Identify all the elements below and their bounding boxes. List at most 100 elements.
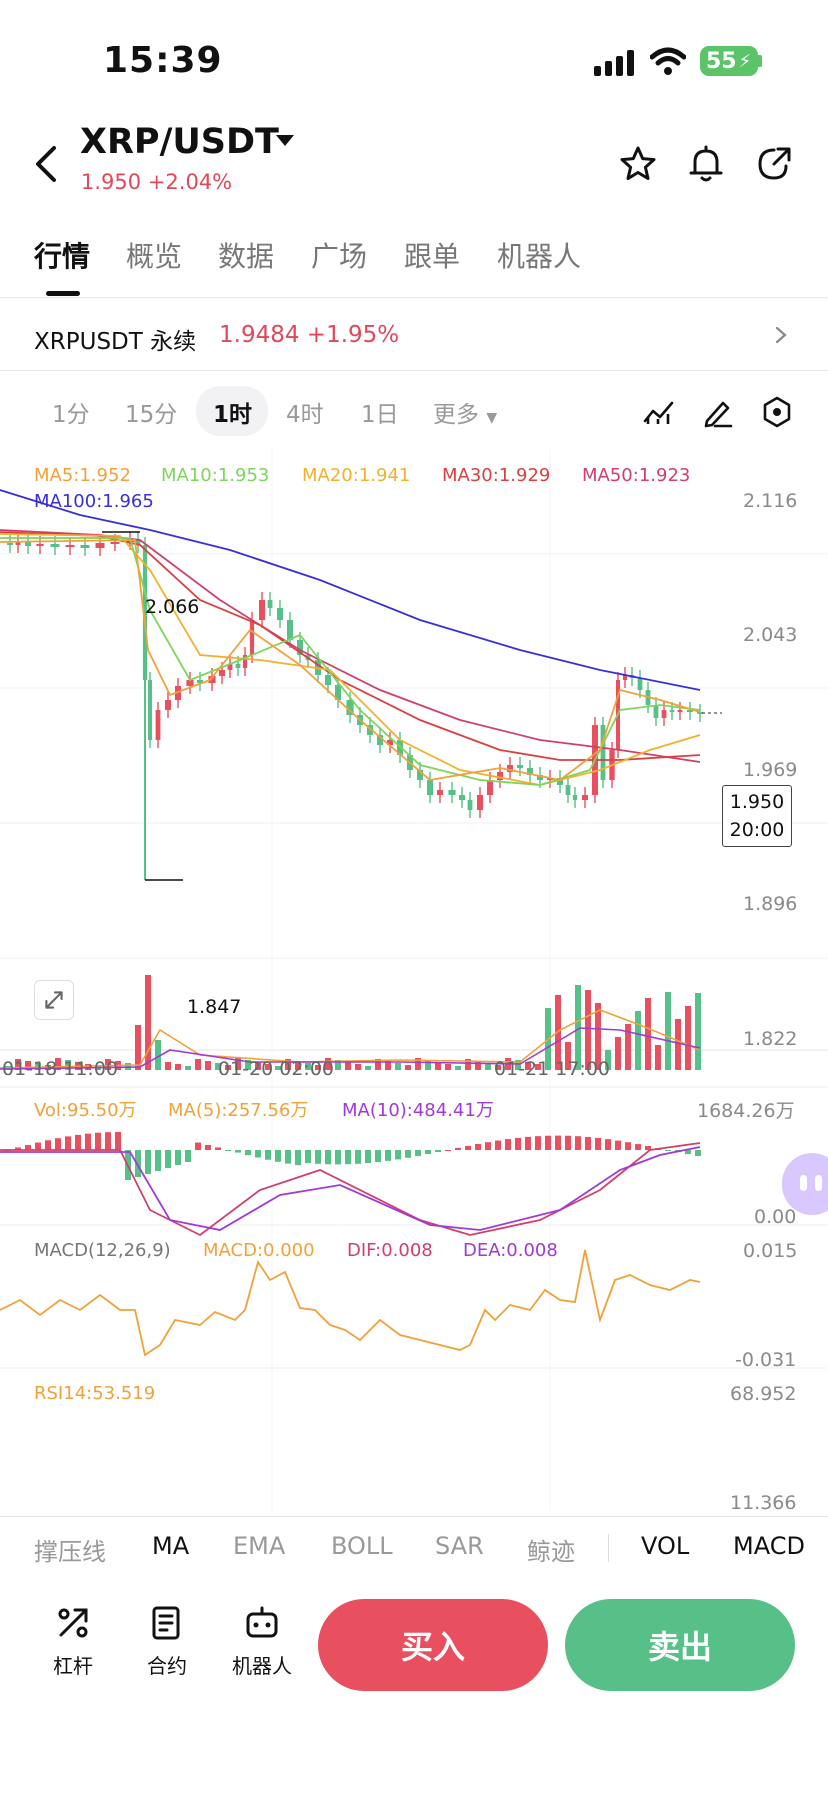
macd-bar (305, 1150, 311, 1164)
volume-bar (55, 1058, 61, 1070)
buy-button[interactable]: 买入 (318, 1599, 548, 1691)
candle-body (175, 686, 181, 700)
candle-body (219, 670, 225, 676)
macd-bar (215, 1147, 221, 1150)
main-tabs: 行情 概览 数据 广场 跟单 机器人 (0, 235, 828, 295)
indicator-boll[interactable]: BOLL (331, 1532, 393, 1560)
price-axis-label: 1.896 (743, 893, 798, 915)
perpetual-change: +1.95% (306, 322, 400, 348)
candle-body (165, 700, 171, 710)
expand-icon[interactable] (34, 980, 74, 1020)
volume-bar (415, 1058, 421, 1070)
interval-more[interactable]: 更多 ▼ (433, 395, 497, 429)
volume-bar (425, 1060, 431, 1070)
high-price-label: 2.066 (145, 596, 200, 618)
pair-dropdown-icon[interactable] (276, 135, 294, 146)
settings-hexagon-icon[interactable] (760, 395, 794, 429)
perpetual-price: 1.9484 (219, 322, 300, 348)
rsi-max-label: 68.952 (730, 1383, 797, 1405)
volume-bar (175, 1064, 181, 1070)
volume-bar (465, 1059, 471, 1070)
macd-bar (295, 1150, 301, 1166)
candle-body (517, 765, 523, 768)
macd-bar (525, 1136, 531, 1150)
macd-bar (545, 1135, 551, 1150)
macd-dea-line (0, 1146, 701, 1231)
candle-body (677, 710, 683, 712)
leverage-label[interactable]: 杠杆 (53, 1654, 93, 1678)
pair-price: 1.950 (81, 170, 142, 194)
macd-bar (35, 1142, 41, 1150)
macd-bar (325, 1150, 331, 1165)
pair-title[interactable]: XRP/USDT (80, 122, 279, 162)
contract-icon[interactable] (149, 1605, 185, 1641)
candle-body (235, 664, 241, 668)
candle-body (325, 675, 331, 685)
macd-bar (635, 1144, 641, 1150)
macd-min-label: -0.031 (735, 1349, 797, 1371)
tab-copy-trade[interactable]: 跟单 (404, 240, 461, 273)
draw-pen-icon[interactable] (701, 395, 735, 429)
vol-ma5-line (0, 1009, 701, 1069)
macd-bar (345, 1150, 351, 1165)
robot-icon[interactable] (244, 1605, 280, 1641)
volume-bar (675, 1019, 681, 1070)
candle-body (477, 795, 483, 810)
chat-assistant-icon[interactable] (782, 1153, 828, 1215)
tab-robot[interactable]: 机器人 (497, 240, 582, 273)
tab-market[interactable]: 行情 (34, 240, 91, 273)
interval-15m[interactable]: 15分 (125, 402, 178, 428)
volume-bar (665, 992, 671, 1070)
macd-bar (185, 1150, 191, 1162)
bell-icon[interactable] (686, 144, 726, 184)
interval-bar: 1分 15分 1时 4时 1日 更多 ▼ (0, 387, 828, 435)
tab-data[interactable]: 数据 (218, 240, 275, 273)
candlestick-chart[interactable] (0, 450, 828, 1520)
interval-1d[interactable]: 1日 (361, 402, 399, 428)
share-icon[interactable] (754, 144, 794, 184)
indicator-ma[interactable]: MA (152, 1532, 190, 1560)
volume-bar (695, 993, 701, 1070)
macd-bar (195, 1142, 201, 1150)
macd-bar (685, 1150, 691, 1155)
macd-bar (515, 1137, 521, 1150)
sell-button[interactable]: 卖出 (565, 1599, 795, 1691)
candle-body (249, 620, 255, 655)
indicator-macd[interactable]: MACD (733, 1532, 805, 1560)
indicator-ema[interactable]: EMA (233, 1532, 286, 1560)
indicator-sar[interactable]: SAR (435, 1532, 484, 1560)
tab-square[interactable]: 广场 (311, 240, 368, 273)
interval-1m[interactable]: 1分 (52, 402, 90, 428)
macd-bar (445, 1149, 451, 1151)
back-arrow-icon[interactable] (32, 144, 62, 184)
tab-overview[interactable]: 概览 (126, 240, 183, 273)
candle-body (259, 600, 265, 620)
candle-body (155, 710, 161, 740)
rsi-line (0, 1249, 701, 1357)
indicator-whale[interactable]: 鲸迹 (527, 1538, 575, 1566)
indicator-support-resistance[interactable]: 撑压线 (34, 1538, 106, 1566)
volume-bar (215, 1063, 221, 1070)
volume-bar (265, 1064, 271, 1070)
macd-value: MACD:0.000 (203, 1240, 315, 1261)
perpetual-name[interactable]: XRPUSDT 永续 (34, 329, 197, 355)
vol-ma10-legend: MA(10):484.41万 (342, 1100, 494, 1121)
candle-body (297, 640, 303, 655)
candle-body (637, 678, 643, 690)
macd-bar (145, 1150, 151, 1174)
interval-1h[interactable]: 1时 (213, 402, 253, 428)
leverage-icon[interactable] (55, 1605, 91, 1641)
price-axis-label: 1.969 (743, 759, 798, 781)
star-icon[interactable] (618, 144, 658, 184)
indicator-chart-icon[interactable] (642, 395, 676, 429)
chevron-right-icon[interactable] (774, 325, 788, 345)
volume-bar (315, 1065, 321, 1070)
interval-4h[interactable]: 4时 (286, 402, 324, 428)
volume-bar (395, 1063, 401, 1070)
indicator-vol[interactable]: VOL (641, 1532, 690, 1560)
volume-bar (15, 1059, 21, 1070)
robot-label[interactable]: 机器人 (232, 1654, 292, 1678)
contract-label[interactable]: 合约 (147, 1654, 187, 1678)
candle-body (25, 541, 31, 546)
macd-bar (455, 1147, 461, 1150)
